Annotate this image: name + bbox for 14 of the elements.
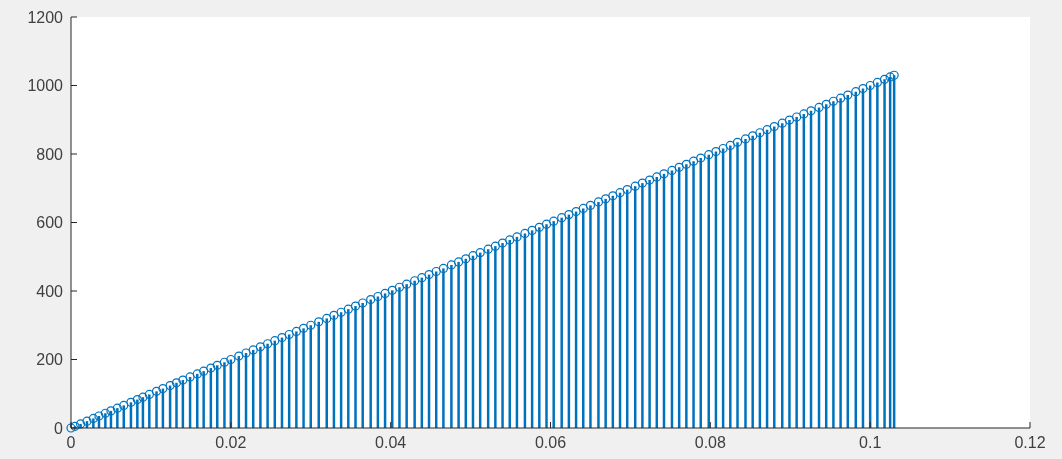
x-tick-label: 0.02: [215, 434, 247, 451]
y-tick-label: 200: [36, 351, 64, 369]
y-tick-label: 400: [36, 282, 64, 300]
x-tick-label: 0.08: [694, 434, 727, 451]
x-tick-label: 0.04: [375, 434, 407, 451]
y-tick-label: 0: [54, 419, 64, 437]
x-tick-label: 0.12: [1014, 434, 1046, 451]
x-tick-label: 0: [66, 434, 76, 451]
x-tick-label: 0.1: [859, 434, 882, 451]
y-tick-label: 1000: [27, 77, 64, 95]
y-tick-label: 800: [36, 145, 64, 163]
y-tick-label: 600: [36, 214, 64, 232]
x-tick-label: 0.06: [534, 434, 567, 451]
y-tick-label: 1200: [27, 8, 64, 26]
